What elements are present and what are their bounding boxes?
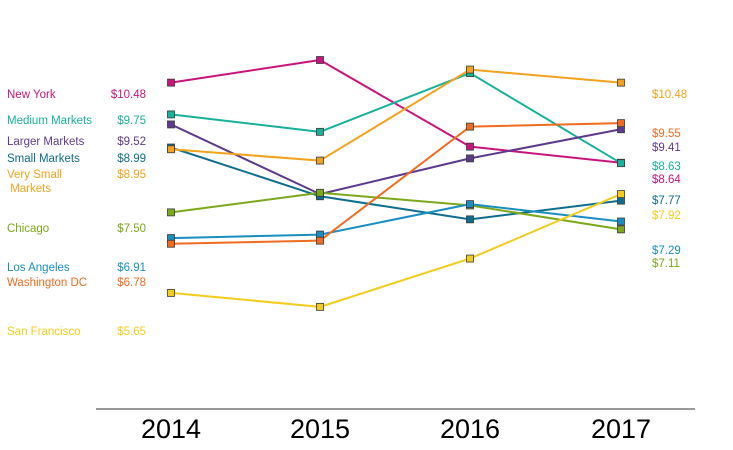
start-value-new-york: $10.48 — [111, 89, 146, 101]
end-value-new-york: $8.64 — [652, 174, 681, 186]
end-value-very-small-markets: $10.48 — [652, 89, 687, 101]
series-name-los-angeles: Los Angeles — [7, 262, 70, 274]
data-point-small-markets-2016 — [466, 215, 474, 224]
data-point-washington-dc-2015 — [316, 236, 324, 245]
series-line-small-markets — [170, 146, 622, 221]
series-name-chicago: Chicago — [7, 223, 49, 235]
data-point-chicago-2017 — [617, 225, 625, 234]
series-lines — [170, 59, 622, 308]
data-point-chicago-2014 — [167, 208, 175, 217]
series-line-new-york — [170, 59, 622, 164]
start-value-very-small-markets: $8.95 — [117, 169, 146, 181]
end-value-chicago: $7.11 — [652, 258, 680, 270]
x-tick-label: 2016 — [440, 414, 500, 444]
data-point-very-small-markets-2015 — [316, 156, 324, 165]
data-point-chicago-2015 — [316, 188, 324, 197]
data-point-new-york-2014 — [167, 78, 175, 87]
data-point-san-francisco-2015 — [316, 302, 324, 311]
series-name-medium-markets: Medium Markets — [7, 115, 92, 127]
data-point-san-francisco-2016 — [466, 254, 474, 263]
end-value-small-markets: $7.77 — [652, 195, 681, 207]
series-markers — [167, 56, 625, 311]
data-point-san-francisco-2014 — [167, 289, 175, 297]
end-value-medium-markets: $8.63 — [652, 161, 681, 173]
start-value-larger-markets: $9.52 — [117, 136, 146, 148]
data-point-small-markets-2017 — [617, 196, 625, 205]
start-value-small-markets: $8.99 — [117, 153, 146, 165]
data-point-larger-markets-2014 — [167, 120, 175, 129]
x-axis-ticks: 2014 2015 2016 2017 — [141, 414, 651, 444]
series-labels: New York $10.48 $8.64 Medium Markets $9.75 $8… — [7, 89, 687, 338]
series-line-los-angeles — [170, 203, 622, 240]
data-point-washington-dc-2017 — [617, 119, 625, 128]
start-value-los-angeles: $6.91 — [117, 262, 146, 274]
end-value-los-angeles: $7.29 — [652, 245, 681, 257]
series-line-medium-markets — [170, 72, 622, 165]
data-point-san-francisco-2017 — [617, 190, 625, 198]
series-name-very-small-markets: Very Small Markets — [7, 169, 62, 195]
data-point-washington-dc-2016 — [466, 122, 474, 131]
x-tick-label: 2017 — [591, 414, 651, 444]
data-point-larger-markets-2016 — [466, 154, 474, 163]
end-value-san-francisco: $7.92 — [652, 210, 681, 222]
series-line-very-small-markets — [170, 68, 622, 162]
series-name-small-markets: Small Markets — [7, 153, 80, 165]
series-line-chicago — [170, 191, 622, 231]
series-line-washington-dc — [170, 122, 622, 245]
start-value-chicago: $7.50 — [117, 223, 146, 235]
start-value-medium-markets: $9.75 — [117, 115, 146, 127]
data-point-very-small-markets-2014 — [167, 145, 175, 154]
end-value-washington-dc: $9.55 — [652, 128, 681, 140]
data-point-washington-dc-2014 — [167, 239, 175, 248]
series-name-san-francisco: San Francisco — [7, 326, 81, 338]
series-line-san-francisco — [170, 193, 622, 308]
x-tick-label: 2014 — [141, 414, 201, 444]
data-point-medium-markets-2014 — [167, 110, 175, 119]
start-value-san-francisco: $5.65 — [117, 326, 146, 338]
data-point-los-angeles-2016 — [466, 200, 474, 209]
data-point-medium-markets-2017 — [617, 159, 625, 168]
data-point-medium-markets-2015 — [316, 127, 324, 136]
series-line-larger-markets — [170, 123, 622, 196]
end-value-larger-markets: $9.41 — [652, 142, 681, 154]
data-point-new-york-2015 — [316, 56, 324, 64]
series-name-new-york: New York — [7, 89, 56, 101]
series-name-larger-markets: Larger Markets — [7, 136, 85, 148]
x-tick-label: 2015 — [290, 414, 350, 444]
data-point-very-small-markets-2016 — [466, 65, 474, 74]
start-value-washington-dc: $6.78 — [117, 277, 146, 289]
data-point-new-york-2016 — [466, 142, 474, 151]
series-name-washington-dc: Washington DC — [7, 277, 87, 289]
data-point-los-angeles-2017 — [617, 217, 625, 226]
data-point-very-small-markets-2017 — [617, 78, 625, 87]
